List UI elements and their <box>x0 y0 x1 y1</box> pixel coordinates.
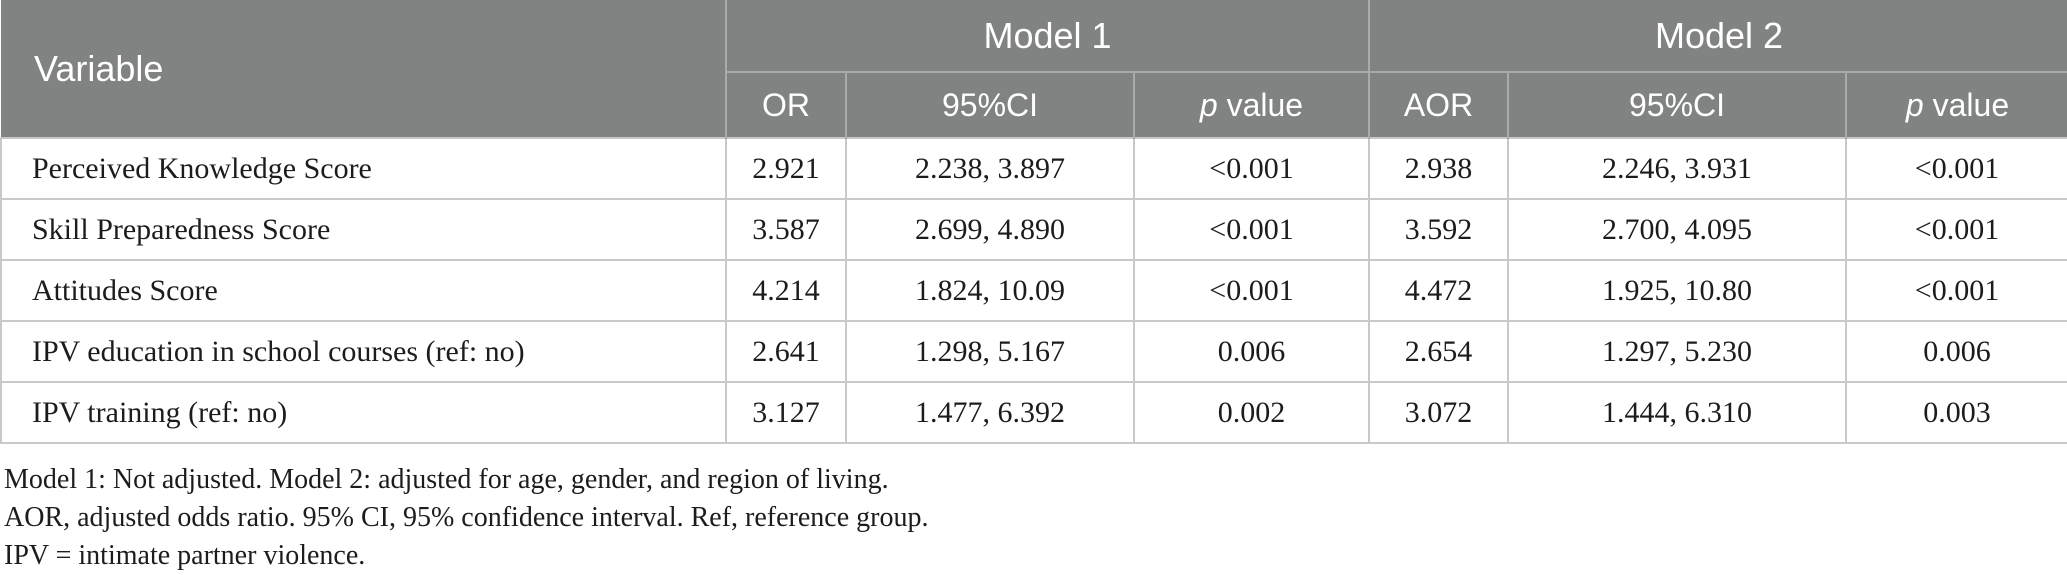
model-header-row: Variable Model 1 Model 2 <box>1 0 2067 138</box>
cell-m1-ci: 1.298, 5.167 <box>845 320 1135 383</box>
cell-variable: IPV education in school courses (ref: no… <box>0 320 727 383</box>
p-rest: value <box>1217 86 1304 123</box>
cell-m1-or: 3.127 <box>725 381 847 444</box>
cell-m2-aor: 4.472 <box>1368 259 1509 322</box>
group-header-model2: Model 2 <box>1367 0 2067 72</box>
cell-variable: Perceived Knowledge Score <box>0 137 727 200</box>
cell-m2-aor: 3.592 <box>1368 198 1509 261</box>
cell-m1-or: 3.587 <box>725 198 847 261</box>
results-table: Variable Model 1 Model 2 OR 95%CI p valu… <box>0 0 2067 444</box>
p-italic: p <box>1199 86 1218 123</box>
cell-m1-ci: 1.477, 6.392 <box>845 381 1135 444</box>
cell-m2-p: <0.001 <box>1844 259 2067 322</box>
table-body: Perceived Knowledge Score 2.921 2.238, 3… <box>0 137 2067 444</box>
table-row: Skill Preparedness Score 3.587 2.699, 4.… <box>0 198 2067 261</box>
cell-m2-aor: 2.654 <box>1368 320 1509 383</box>
cell-m1-p: <0.001 <box>1133 259 1370 322</box>
cell-variable: Attitudes Score <box>0 259 727 322</box>
group-header-model1: Model 1 <box>725 0 1369 72</box>
cell-m1-or: 4.214 <box>725 259 847 322</box>
cell-m2-p: <0.001 <box>1844 137 2067 200</box>
cell-m2-ci: 1.444, 6.310 <box>1507 381 1847 444</box>
cell-m2-ci: 2.700, 4.095 <box>1507 198 1847 261</box>
cell-m1-or: 2.921 <box>725 137 847 200</box>
cell-variable: IPV training (ref: no) <box>0 381 727 444</box>
column-header-or: OR <box>725 71 846 138</box>
cell-m1-p: <0.001 <box>1133 137 1370 200</box>
p-rest: value <box>1923 86 2010 123</box>
cell-m1-ci: 2.699, 4.890 <box>845 198 1135 261</box>
footnote-line: AOR, adjusted odds ratio. 95% CI, 95% co… <box>4 502 929 533</box>
cell-m1-or: 2.641 <box>725 320 847 383</box>
cell-m1-ci: 1.824, 10.09 <box>845 259 1135 322</box>
cell-m2-ci: 1.925, 10.80 <box>1507 259 1847 322</box>
cell-m2-ci: 2.246, 3.931 <box>1507 137 1847 200</box>
footnote-line: IPV = intimate partner violence. <box>4 540 366 571</box>
table-header: Variable Model 1 Model 2 OR 95%CI p valu… <box>1 0 2067 138</box>
p-italic: p <box>1905 86 1924 123</box>
table-row: IPV education in school courses (ref: no… <box>0 320 2067 383</box>
cell-m2-p: <0.001 <box>1844 198 2067 261</box>
table-row: IPV training (ref: no) 3.127 1.477, 6.39… <box>0 381 2067 444</box>
column-header-variable: Variable <box>1 0 726 138</box>
cell-m1-p: <0.001 <box>1133 198 1370 261</box>
column-header-m1-ci: 95%CI <box>845 71 1134 138</box>
column-header-m2-pvalue: p value <box>1844 71 2067 138</box>
cell-m2-aor: 3.072 <box>1368 381 1509 444</box>
cell-m2-p: 0.003 <box>1844 381 2067 444</box>
column-header-aor: AOR <box>1368 71 1508 138</box>
sub-header-row: OR 95%CI p value AOR 95%CI p value <box>1 71 2067 138</box>
cell-m1-ci: 2.238, 3.897 <box>845 137 1135 200</box>
cell-m2-ci: 1.297, 5.230 <box>1507 320 1847 383</box>
cell-m2-p: 0.006 <box>1844 320 2067 383</box>
table-row: Perceived Knowledge Score 2.921 2.238, 3… <box>0 137 2067 200</box>
cell-m1-p: 0.006 <box>1133 320 1370 383</box>
footnote-line: Model 1: Not adjusted. Model 2: adjusted… <box>4 464 889 495</box>
cell-variable: Skill Preparedness Score <box>0 198 727 261</box>
cell-m2-aor: 2.938 <box>1368 137 1509 200</box>
table-footnotes: Model 1: Not adjusted. Model 2: adjusted… <box>0 461 2067 575</box>
column-header-m2-ci: 95%CI <box>1507 71 1846 138</box>
cell-m1-p: 0.002 <box>1133 381 1370 444</box>
column-header-m1-pvalue: p value <box>1133 71 1369 138</box>
table-row: Attitudes Score 4.214 1.824, 10.09 <0.00… <box>0 259 2067 322</box>
